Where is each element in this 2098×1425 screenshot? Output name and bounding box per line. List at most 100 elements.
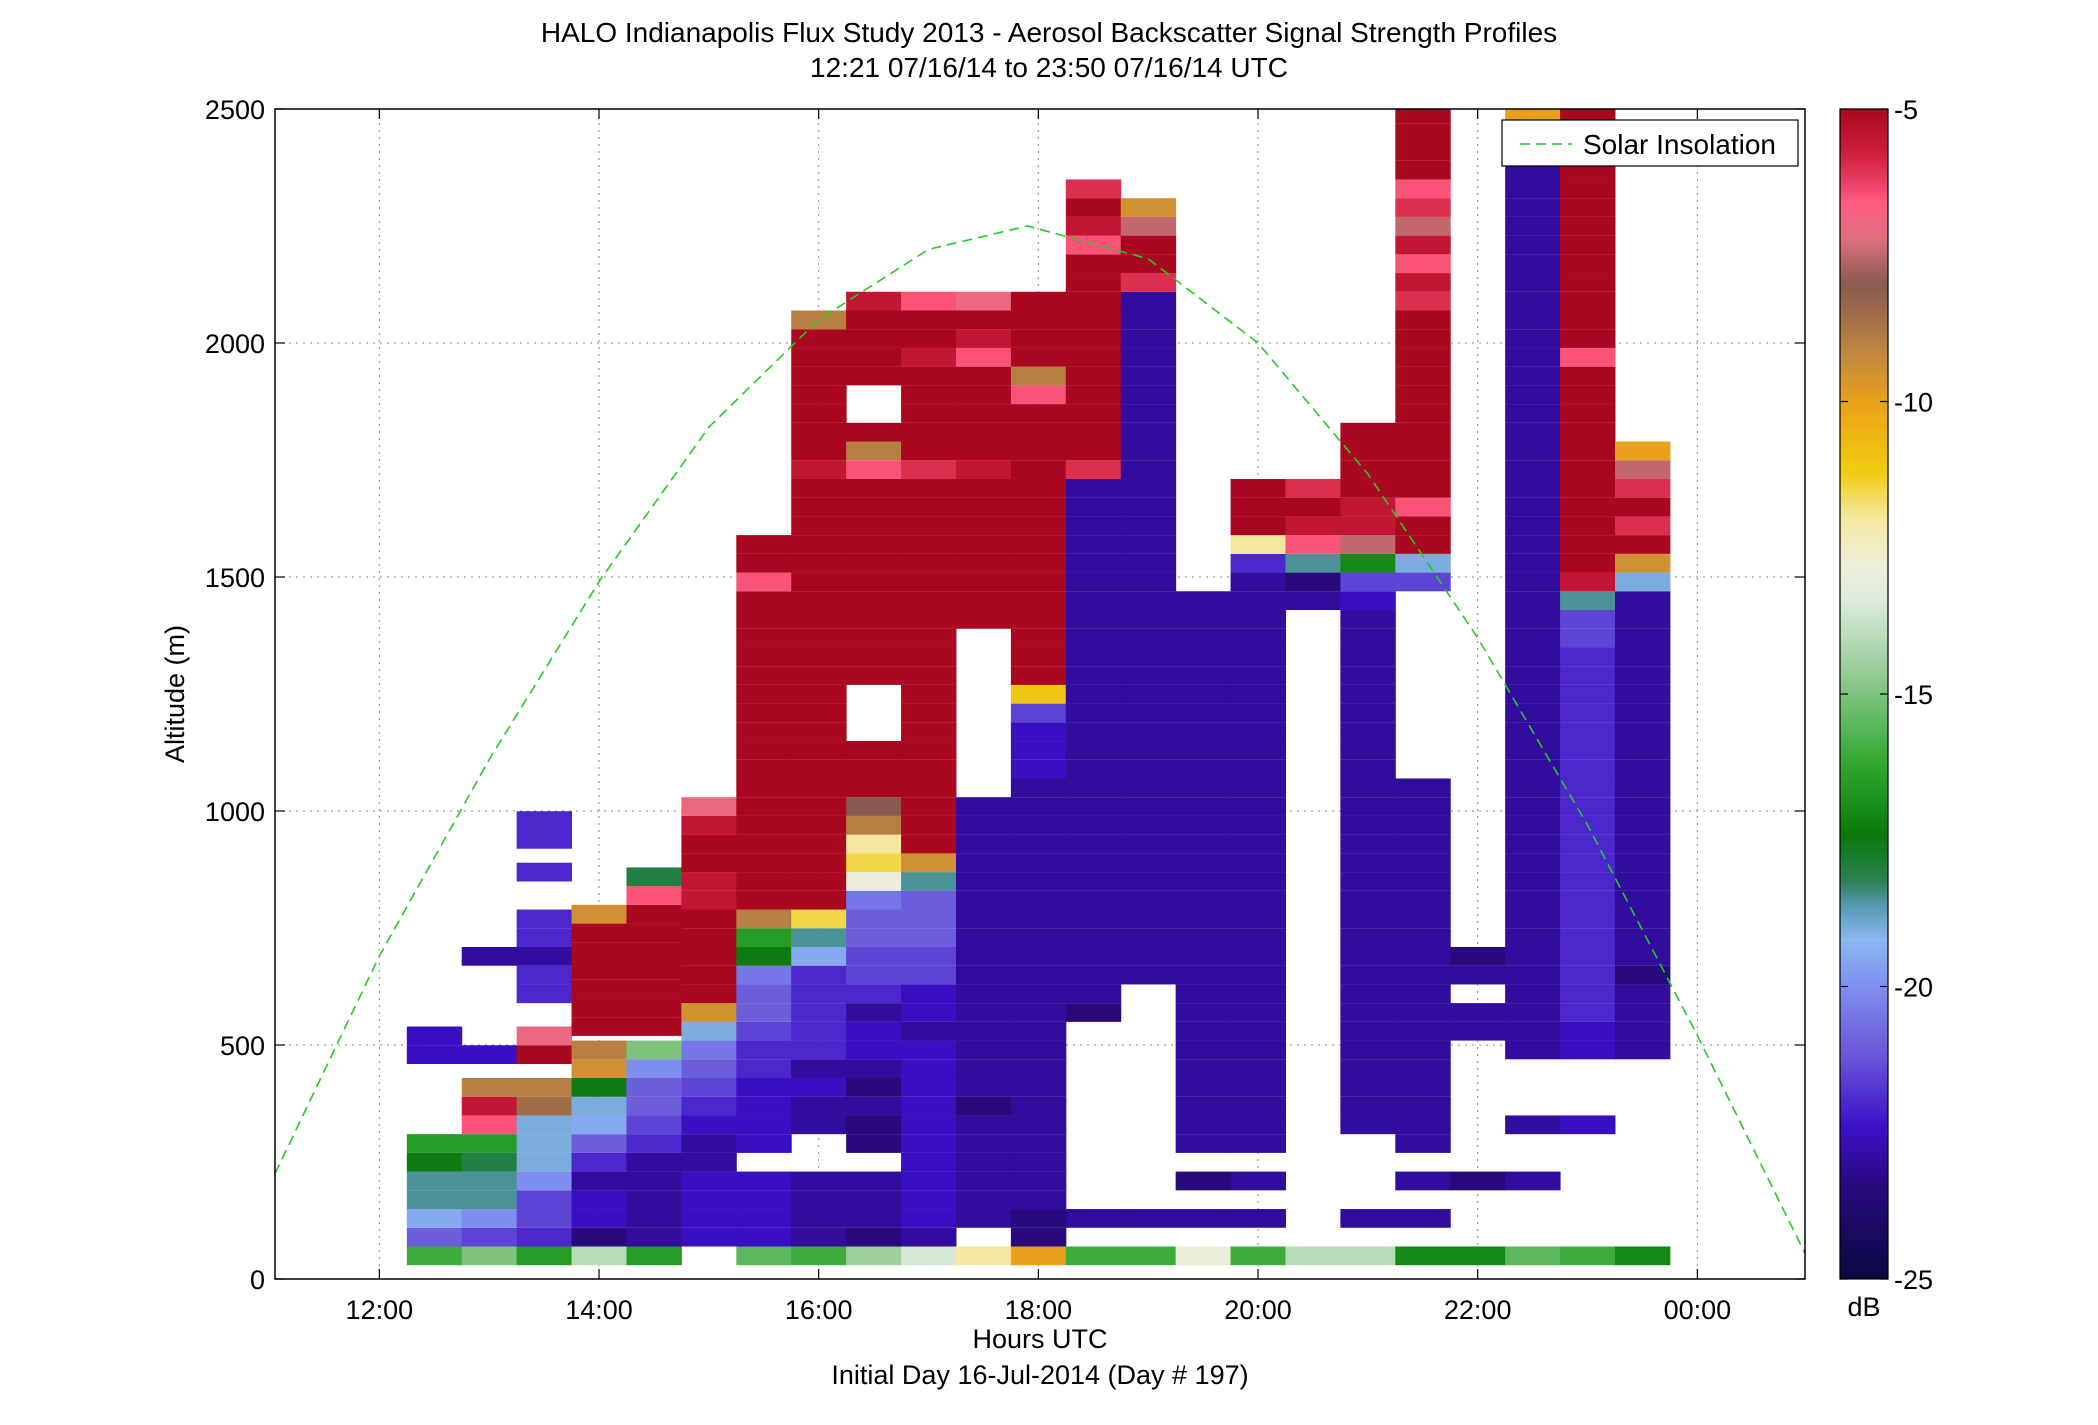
heatmap-cell — [1505, 928, 1561, 947]
heatmap-cell — [901, 404, 957, 423]
heatmap-cell — [901, 1021, 957, 1041]
heatmap-cell — [1560, 572, 1616, 592]
heatmap-cell — [516, 1171, 573, 1191]
heatmap-cell — [1175, 1209, 1232, 1228]
heatmap-cell — [571, 1040, 627, 1060]
heatmap-cell — [901, 928, 957, 947]
heatmap-cell — [1340, 872, 1396, 891]
heatmap-cell — [846, 1021, 902, 1041]
heatmap-cell — [1120, 572, 1177, 592]
heatmap-cell — [955, 329, 1012, 348]
heatmap-cell — [1065, 815, 1122, 835]
heatmap-cell — [1614, 647, 1671, 667]
heatmap-cell — [516, 1152, 573, 1172]
heatmap-cell — [1505, 1021, 1561, 1041]
x-tick-label: 12:00 — [346, 1295, 414, 1325]
heatmap-cell — [1010, 834, 1067, 854]
heatmap-cell — [736, 1096, 792, 1116]
heatmap-cell — [406, 1227, 463, 1247]
heatmap-cell — [1505, 946, 1561, 966]
heatmap-cell — [1614, 853, 1671, 873]
heatmap-cell — [626, 1171, 682, 1191]
heatmap-cell — [516, 1096, 573, 1116]
heatmap-cell — [406, 1171, 463, 1191]
heatmap-cell — [1560, 235, 1616, 255]
heatmap-cell — [681, 946, 737, 966]
heatmap-cell — [516, 1227, 573, 1247]
heatmap-cell — [1065, 291, 1122, 311]
heatmap-cell — [1285, 591, 1341, 611]
heatmap-cell — [626, 1017, 682, 1036]
heatmap-cell — [461, 1209, 518, 1228]
heatmap-cell — [516, 1026, 573, 1046]
heatmap-cell — [1010, 965, 1067, 985]
heatmap-cell — [1175, 1021, 1232, 1041]
heatmap-cell — [1340, 441, 1396, 461]
heatmap-cell — [1010, 291, 1067, 311]
heatmap-cell — [1395, 347, 1451, 367]
heatmap-cell — [1340, 666, 1396, 685]
heatmap-cell — [791, 1040, 847, 1060]
heatmap-cell — [1065, 535, 1122, 554]
heatmap-cell — [681, 1115, 737, 1135]
heatmap-cell — [571, 1209, 627, 1228]
heatmap-cell — [1395, 497, 1451, 517]
heatmap-cell — [571, 998, 627, 1018]
heatmap-cell — [1614, 666, 1671, 685]
heatmap-cell — [1505, 1003, 1561, 1022]
heatmap-cell — [1120, 946, 1177, 966]
heatmap-cell — [1560, 984, 1616, 1004]
heatmap-cell — [1340, 797, 1396, 816]
heatmap-cell — [1505, 347, 1561, 367]
heatmap-cell — [1230, 647, 1286, 667]
heatmap-cell — [461, 1096, 518, 1116]
x-tick-label: 18:00 — [1005, 1295, 1073, 1325]
heatmap-cell — [1560, 591, 1616, 611]
heatmap-cell — [901, 1040, 957, 1060]
heatmap-cell — [1065, 797, 1122, 816]
heatmap-cell — [461, 1190, 518, 1210]
heatmap-cell — [1560, 647, 1616, 667]
heatmap-cell — [1230, 872, 1286, 891]
heatmap-cell — [1010, 703, 1067, 723]
heatmap-cell — [1230, 497, 1286, 517]
heatmap-cell — [1010, 347, 1067, 367]
x-tick-label: 14:00 — [565, 1295, 633, 1325]
heatmap-cell — [1175, 946, 1232, 966]
heatmap-cell — [1120, 516, 1177, 536]
heatmap-cell — [1120, 422, 1177, 442]
heatmap-cell — [1395, 109, 1451, 124]
heatmap-cell — [1285, 497, 1341, 517]
heatmap-cell — [1065, 366, 1122, 386]
heatmap-cell — [1010, 647, 1067, 667]
heatmap-cell — [1395, 1115, 1451, 1135]
heatmap-cell — [1505, 853, 1561, 873]
heatmap-cell — [1175, 1077, 1232, 1097]
heatmap-cell — [1175, 666, 1232, 685]
colorbar: -5 -10 -15 -20 -25 dB — [1839, 95, 1933, 1322]
heatmap-cell — [1395, 984, 1451, 1004]
heatmap-cell — [1560, 853, 1616, 873]
heatmap-cell — [1010, 572, 1067, 592]
heatmap-cell — [1065, 1246, 1122, 1266]
heatmap-cell — [955, 1171, 1012, 1191]
heatmap-cell — [955, 965, 1012, 985]
heatmap-cell — [736, 890, 792, 910]
heatmap-cell — [1340, 684, 1396, 704]
heatmap-cell — [1175, 684, 1232, 704]
heatmap-cell — [1065, 684, 1122, 704]
heatmap-cell — [736, 647, 792, 667]
heatmap-cell — [1120, 741, 1177, 760]
plot-frame — [274, 108, 1806, 1280]
heatmap-cell — [571, 1096, 627, 1116]
heatmap-cell — [791, 1190, 847, 1210]
heatmap-cell — [1120, 834, 1177, 854]
heatmap-cell — [1285, 572, 1341, 592]
heatmap-cell — [1560, 179, 1616, 199]
heatmap-cell — [1010, 1152, 1067, 1172]
heatmap-cell — [1560, 1115, 1616, 1135]
heatmap-cell — [791, 591, 847, 611]
heatmap-cell — [901, 722, 957, 742]
heatmap-cell — [846, 853, 902, 873]
heatmap-cell — [1505, 628, 1561, 648]
